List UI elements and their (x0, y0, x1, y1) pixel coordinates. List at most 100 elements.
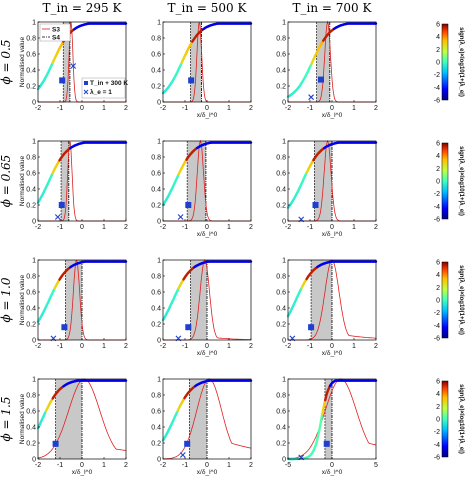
panel: ϕ = 0.65 0 0.2 0.4 0.6 0.8 1 -2 -1 0 1 2 Normalised … (0, 139, 128, 232)
colorbar-tick-label: 4 (436, 153, 440, 160)
y-tick-label: 0.8 (26, 36, 36, 43)
y-tick-label: 0.6 (276, 171, 286, 178)
shaded-region (65, 260, 82, 340)
y-tick-label: 0.8 (26, 155, 36, 162)
y-tick-label: 0 (282, 338, 286, 345)
colorbar-label: sign(λ_e)×log10(1+|λ_e|) (458, 146, 464, 216)
y-tick-label: 0.6 (26, 409, 36, 416)
colorbars: 6 4 2 0 -2 -4 -6 sign(λ_e)×log10(1+|λ_e|) 6 4 2 0 -2… (434, 22, 464, 462)
y-tick-label: 0.4 (26, 68, 36, 75)
y-axis-label: Normalised value (19, 394, 26, 445)
y-tick-label: 0.8 (151, 274, 161, 281)
legend-box (39, 23, 71, 42)
y-tick-label: 0.8 (26, 393, 36, 400)
square-marker (308, 324, 315, 331)
row-title: ϕ = 1.5 (0, 397, 13, 442)
x-tick-label: 0 (205, 343, 209, 350)
colorbar-tick-label: -2 (434, 429, 440, 436)
x-tick-label: 0 (330, 105, 334, 112)
panel: 0 0.2 0.4 0.6 0.8 1 -2 -1 0 1 2 x/δ_l^0 (151, 20, 253, 120)
y-tick-label: 0.4 (26, 306, 36, 313)
y-tick-label: 0.2 (26, 322, 36, 329)
legend-square-swatch (84, 81, 88, 85)
shaded-region (311, 260, 332, 340)
colorbar-tick-label: 0 (436, 60, 440, 67)
square-marker (188, 77, 195, 84)
y-tick-label: 0.8 (276, 393, 286, 400)
colorbar-gradient (441, 261, 449, 339)
x-tick-label: 2 (249, 462, 253, 469)
x-tick-label: 5 (374, 462, 378, 469)
panel: 0 0.2 0.4 0.6 0.8 1 -2 -1 0 1 2 x/δ_l^0 (276, 20, 378, 120)
y-tick-label: 0.4 (276, 425, 286, 432)
x-tick-label: -1 (182, 343, 188, 350)
x-tick-label: 0 (205, 462, 209, 469)
y-tick-label: 0.8 (276, 155, 286, 162)
x-tick-label: -1 (57, 105, 63, 112)
y-tick-label: 0 (157, 100, 161, 107)
colorbar-tick-label: 0 (436, 417, 440, 424)
colorbar-tick-label: 4 (436, 272, 440, 279)
x-tick-label: -2 (285, 343, 291, 350)
x-tick-label: 2 (374, 224, 378, 231)
colorbar-label: sign(λ_e)×log10(1+|λ_e|) (458, 384, 464, 454)
x-tick-label: 2 (374, 105, 378, 112)
x-tick-label: -1 (307, 343, 313, 350)
colorbar-tick-label: -4 (434, 442, 440, 449)
shaded-region (324, 379, 332, 459)
y-tick-label: 0.4 (151, 187, 161, 194)
colorbar-tick-label: 6 (436, 141, 440, 148)
marker-legend: T_in + 300 Kλ_e = 1 (81, 77, 128, 99)
x-tick-label: 0 (330, 462, 334, 469)
colorbar: 6 4 2 0 -2 -4 -6 sign(λ_e)×log10(1+|λ_e|) (434, 260, 464, 343)
square-marker (185, 324, 192, 331)
shaded-region (190, 260, 207, 340)
y-tick-label: 1 (157, 20, 161, 27)
y-tick-label: 0.6 (151, 52, 161, 59)
y-tick-label: 0.2 (276, 441, 286, 448)
y-tick-label: 0.4 (26, 187, 36, 194)
column-title: T_in = 295 K (43, 1, 123, 15)
colorbar-tick-label: 6 (436, 260, 440, 267)
x-tick-label: 2 (249, 343, 253, 350)
y-tick-label: 1 (157, 377, 161, 384)
y-tick-label: 0.2 (151, 441, 161, 448)
y-tick-label: 0.6 (151, 409, 161, 416)
y-axis-label: Normalised value (19, 156, 26, 207)
colorbar: 6 4 2 0 -2 -4 -6 sign(λ_e)×log10(1+|λ_e|) (434, 22, 464, 105)
colorbar-tick-label: 4 (436, 34, 440, 41)
colorbar-gradient (441, 23, 449, 101)
x-tick-label: -1 (182, 462, 188, 469)
colorbar-tick-label: 2 (436, 285, 440, 292)
x-axis-label: x/δ_l^0 (197, 112, 218, 119)
legend-s4-label: S4 (52, 35, 60, 42)
row-title: ϕ = 0.5 (0, 40, 13, 85)
colorbar: 6 4 2 0 -2 -4 -6 sign(λ_e)×log10(1+|λ_e|) (434, 379, 464, 462)
y-tick-label: 1 (32, 258, 36, 265)
y-tick-label: 0.6 (26, 52, 36, 59)
x-tick-label: -5 (285, 462, 291, 469)
shaded-region (55, 379, 82, 459)
colorbar-tick-label: -2 (434, 310, 440, 317)
y-tick-label: 0 (32, 338, 36, 345)
cross-marker (179, 452, 186, 458)
x-tick-label: 1 (102, 462, 106, 469)
y-tick-label: 0.8 (151, 393, 161, 400)
x-tick-label: -2 (160, 462, 166, 469)
x-tick-label: 1 (102, 224, 106, 231)
cross-marker (177, 214, 184, 220)
y-tick-label: 0.8 (276, 36, 286, 43)
colorbar-tick-label: -4 (434, 204, 440, 211)
x-tick-label: -2 (160, 343, 166, 350)
cross-marker (308, 94, 314, 101)
panel-grid: ϕ = 0.5 0 0.2 0.4 0.6 0.8 1 -2 -1 0 1 2 Normalised v… (0, 20, 378, 477)
x-tick-label: 1 (352, 343, 356, 350)
y-tick-label: 1 (282, 139, 286, 146)
x-tick-label: -2 (285, 105, 291, 112)
column-title: T_in = 500 K (168, 1, 248, 15)
y-tick-label: 0.2 (276, 322, 286, 329)
y-tick-label: 0.8 (276, 274, 286, 281)
axes-frame (162, 21, 252, 103)
panel: 00.20.40.60.81-5 0 5x/δ_l^0 (276, 377, 378, 477)
colorbar-label: sign(λ_e)×log10(1+|λ_e|) (458, 265, 464, 335)
